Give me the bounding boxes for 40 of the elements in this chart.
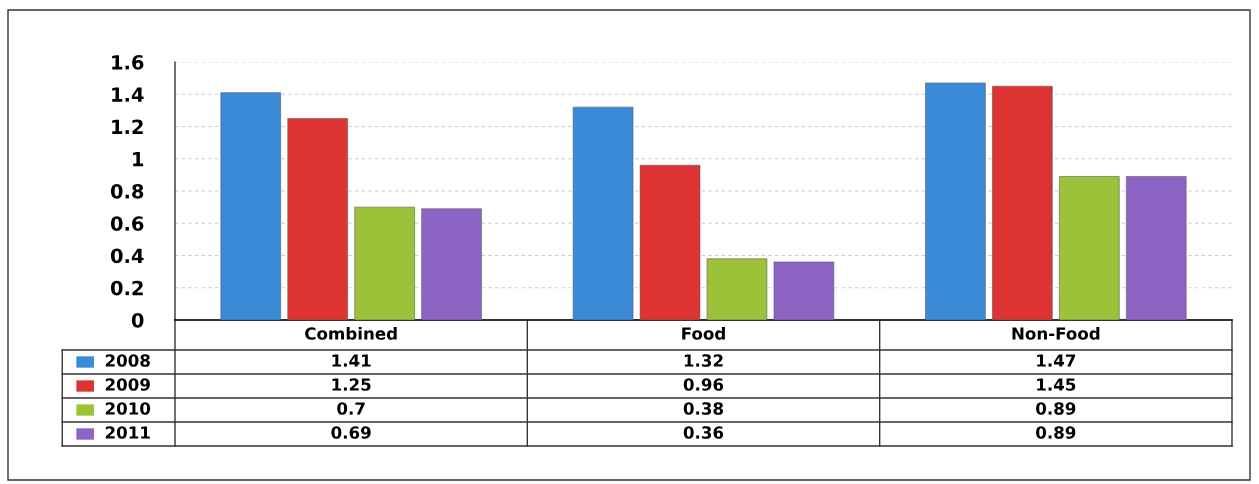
bar bbox=[925, 82, 986, 320]
data-label: 0.89 bbox=[1036, 426, 1076, 439]
bar bbox=[773, 261, 835, 320]
y-tick-label: 0.2 bbox=[110, 280, 143, 296]
legend-label: 2010 bbox=[105, 402, 151, 415]
data-label: 1.45 bbox=[1037, 378, 1076, 391]
data-label: 0.96 bbox=[683, 378, 724, 391]
bar bbox=[572, 106, 634, 320]
legend-label: 2008 bbox=[105, 354, 150, 367]
data-label: 1.47 bbox=[1037, 354, 1076, 367]
y-tick-label: 0.8 bbox=[110, 183, 144, 199]
y-tick-label: 1.2 bbox=[112, 119, 143, 134]
bar bbox=[354, 206, 415, 320]
data-label: 1.25 bbox=[332, 378, 371, 391]
legend-label: 2011 bbox=[105, 426, 150, 439]
bar bbox=[1059, 176, 1120, 320]
y-tick-label: 1 bbox=[133, 151, 144, 167]
x-tick-label: Combined bbox=[305, 326, 397, 340]
bar bbox=[287, 118, 348, 320]
data-label: 0.69 bbox=[331, 426, 371, 439]
x-tick-label: Food bbox=[682, 326, 725, 340]
y-tick-label: 1.6 bbox=[112, 54, 144, 70]
bar bbox=[992, 85, 1053, 320]
legend-label: 2009 bbox=[105, 378, 150, 391]
x-tick-label: Non-Food bbox=[1012, 326, 1100, 340]
y-tick-label: 0.6 bbox=[110, 216, 144, 231]
data-label: 0.36 bbox=[683, 426, 724, 439]
bar bbox=[421, 208, 482, 320]
y-tick-label: 0.4 bbox=[110, 248, 144, 264]
data-label: 1.32 bbox=[684, 354, 723, 367]
bar bbox=[706, 258, 768, 320]
data-label: 1.41 bbox=[332, 354, 371, 367]
data-label: 0.38 bbox=[683, 402, 724, 415]
y-tick-label: 1.4 bbox=[112, 87, 144, 102]
bar bbox=[1126, 176, 1187, 320]
bar bbox=[639, 164, 701, 320]
y-tick-label: 0 bbox=[131, 312, 144, 328]
data-label: 0.7 bbox=[337, 402, 365, 415]
bar bbox=[220, 92, 281, 320]
data-label: 0.89 bbox=[1036, 402, 1076, 415]
